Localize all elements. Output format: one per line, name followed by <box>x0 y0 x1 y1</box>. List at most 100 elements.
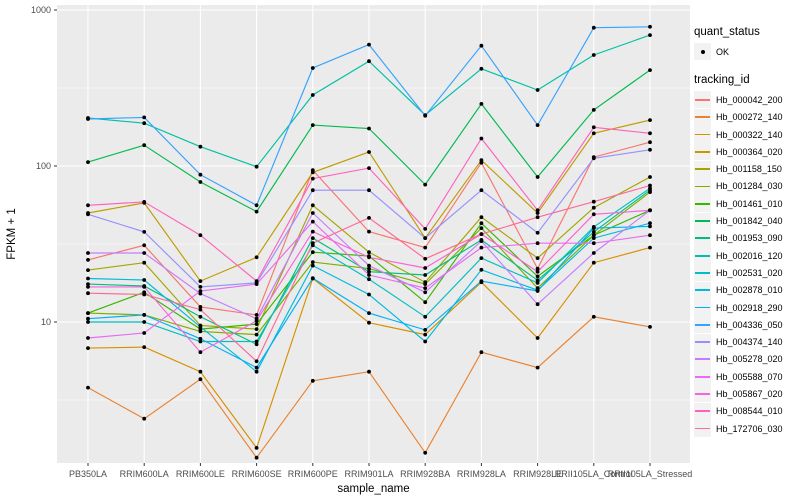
data-point[interactable] <box>535 269 540 274</box>
data-point[interactable] <box>254 359 259 364</box>
data-point[interactable] <box>86 282 90 286</box>
legend-item-Hb_000322_140[interactable]: Hb_000322_140 <box>694 126 798 144</box>
data-point[interactable] <box>86 276 90 281</box>
data-point[interactable] <box>198 279 203 283</box>
data-point[interactable] <box>367 266 371 271</box>
legend-item-Hb_005588_070[interactable]: Hb_005588_070 <box>694 368 798 386</box>
data-point[interactable] <box>591 53 596 57</box>
data-point[interactable] <box>86 258 90 262</box>
data-point[interactable] <box>254 455 259 460</box>
legend-item-Hb_005867_020[interactable]: Hb_005867_020 <box>694 385 798 403</box>
data-point[interactable] <box>367 263 371 268</box>
data-point[interactable] <box>310 203 315 208</box>
data-point[interactable] <box>367 188 371 193</box>
data-point[interactable] <box>648 68 652 72</box>
data-point[interactable] <box>648 224 652 229</box>
data-point[interactable] <box>198 369 203 374</box>
data-point[interactable] <box>591 251 596 255</box>
data-point[interactable] <box>254 322 259 326</box>
data-point[interactable] <box>198 339 203 344</box>
data-point[interactable] <box>591 199 596 204</box>
data-point[interactable] <box>86 291 90 296</box>
data-point[interactable] <box>479 279 484 283</box>
data-point[interactable] <box>423 256 428 261</box>
data-point[interactable] <box>254 255 259 260</box>
data-point[interactable] <box>254 332 259 337</box>
data-point[interactable] <box>86 285 90 289</box>
data-point[interactable] <box>254 279 259 283</box>
data-point[interactable] <box>535 123 540 127</box>
data-point[interactable] <box>423 227 428 231</box>
data-point[interactable] <box>591 212 596 217</box>
data-point[interactable] <box>142 200 147 204</box>
data-point[interactable] <box>479 102 484 106</box>
data-point[interactable] <box>367 166 371 171</box>
legend-item-Hb_008544_010[interactable]: Hb_008544_010 <box>694 402 798 420</box>
data-point[interactable] <box>423 236 428 241</box>
data-point[interactable] <box>367 59 371 64</box>
data-point[interactable] <box>479 245 484 250</box>
data-point[interactable] <box>198 314 203 319</box>
data-point[interactable] <box>591 131 596 136</box>
data-point[interactable] <box>367 277 371 282</box>
data-point[interactable] <box>367 311 371 315</box>
data-point[interactable] <box>648 175 652 179</box>
data-point[interactable] <box>591 226 596 231</box>
data-point[interactable] <box>479 221 484 226</box>
data-point[interactable] <box>142 416 147 421</box>
legend-item-Hb_002878_010[interactable]: Hb_002878_010 <box>694 281 798 299</box>
data-point[interactable] <box>423 273 428 277</box>
legend-item-Hb_005278_020[interactable]: Hb_005278_020 <box>694 350 798 368</box>
data-point[interactable] <box>86 117 90 121</box>
data-point[interactable] <box>479 158 484 163</box>
data-point[interactable] <box>254 342 259 347</box>
data-point[interactable] <box>535 302 540 307</box>
data-point[interactable] <box>367 229 371 234</box>
data-point[interactable] <box>254 369 259 374</box>
data-point[interactable] <box>648 186 652 191</box>
legend-item-Hb_001284_030[interactable]: Hb_001284_030 <box>694 177 798 195</box>
data-point[interactable] <box>648 140 652 145</box>
data-point[interactable] <box>479 66 484 71</box>
data-point[interactable] <box>310 263 315 268</box>
data-point[interactable] <box>423 290 428 295</box>
data-point[interactable] <box>648 233 652 238</box>
data-point[interactable] <box>535 365 540 370</box>
data-point[interactable] <box>142 285 147 289</box>
data-point[interactable] <box>142 345 147 349</box>
data-point[interactable] <box>535 241 540 246</box>
data-point[interactable] <box>254 164 259 169</box>
data-point[interactable] <box>591 125 596 130</box>
legend-item-Hb_001842_040[interactable]: Hb_001842_040 <box>694 212 798 230</box>
data-point[interactable] <box>310 250 315 255</box>
data-point[interactable] <box>591 241 596 246</box>
legend-item-Hb_004336_050[interactable]: Hb_004336_050 <box>694 316 798 334</box>
data-point[interactable] <box>367 150 371 154</box>
data-point[interactable] <box>479 188 484 193</box>
data-point[interactable] <box>254 203 259 208</box>
data-point[interactable] <box>648 245 652 250</box>
data-point[interactable] <box>648 208 652 213</box>
data-point[interactable] <box>142 292 147 297</box>
data-point[interactable] <box>535 215 540 220</box>
data-point[interactable] <box>142 313 147 317</box>
data-point[interactable] <box>535 230 540 235</box>
data-point[interactable] <box>142 278 147 282</box>
data-point[interactable] <box>479 215 484 220</box>
data-point[interactable] <box>310 66 315 70</box>
legend-item-Hb_001158_150[interactable]: Hb_001158_150 <box>694 160 798 178</box>
data-point[interactable] <box>479 226 484 231</box>
data-point[interactable] <box>198 305 203 309</box>
data-point[interactable] <box>535 274 540 279</box>
data-point[interactable] <box>310 241 315 246</box>
data-point[interactable] <box>86 212 90 217</box>
data-point[interactable] <box>535 211 540 215</box>
data-point[interactable] <box>86 160 90 165</box>
data-point[interactable] <box>423 182 428 187</box>
data-point[interactable] <box>310 219 315 224</box>
data-point[interactable] <box>367 255 371 260</box>
data-point[interactable] <box>423 282 428 286</box>
data-point[interactable] <box>591 156 596 161</box>
data-point[interactable] <box>591 233 596 238</box>
data-point[interactable] <box>198 350 203 355</box>
